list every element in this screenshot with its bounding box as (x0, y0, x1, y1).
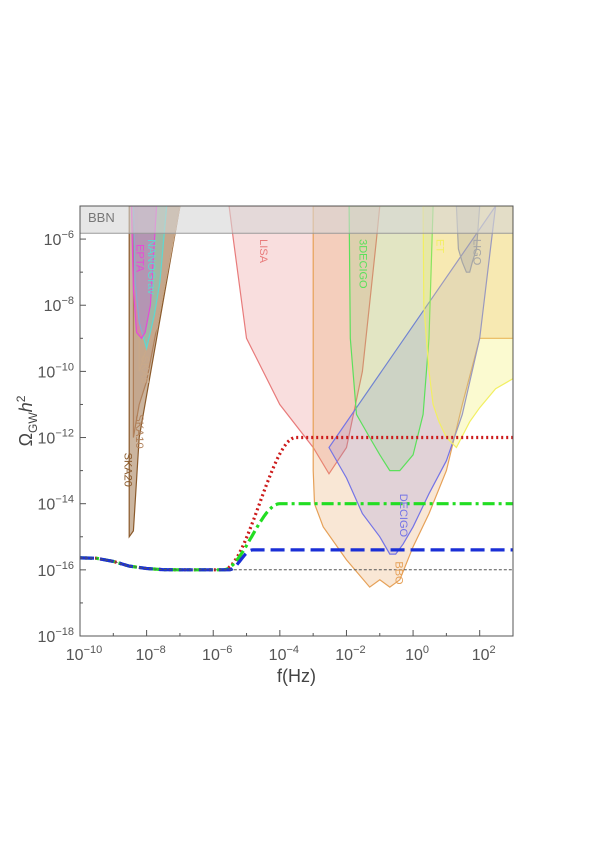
region-decigo (328, 206, 497, 555)
region-bbo (312, 206, 513, 588)
plot-frame (79, 205, 514, 637)
region-et (422, 206, 513, 449)
x-tick-label: 102 (472, 644, 496, 664)
region-label-ska20: SKA20 (122, 453, 134, 487)
region-label-ligo: LIGO (471, 239, 483, 266)
axes: 10−10 10−8 10−6 10−4 10−2 100 102 10−6 10−8 10−10… (38, 205, 514, 664)
y-tick-label: 10−12 (38, 428, 74, 448)
x-tick-label: 10−4 (269, 644, 299, 664)
y-tick-label: 10−18 (38, 626, 74, 646)
region-label-bbo: BBO (393, 561, 405, 585)
x-tick-label: 100 (405, 644, 429, 664)
y-tick-label: 10−10 (38, 361, 74, 381)
sensitivity-regions (128, 206, 513, 588)
region-label-et: ET (433, 239, 445, 253)
x-tick-label: 10−8 (135, 644, 165, 664)
region-label-epta: EPTA (134, 244, 146, 273)
gw-spectrum-curve-3 (80, 548, 513, 572)
x-tick-label: 10−2 (335, 644, 365, 664)
gw-spectrum-curve-2 (80, 502, 513, 572)
x-tick-label: 10−10 (66, 644, 102, 664)
axis-titles: f(Hz) ΩGWh2 (14, 395, 316, 686)
y-tick-label: 10−6 (44, 229, 74, 249)
y-tick-label: 10−16 (38, 560, 74, 580)
x-axis-title: f(Hz) (277, 666, 316, 686)
region-label-decigo: DECIGO (397, 494, 409, 538)
x-tick-label: 10−6 (202, 644, 232, 664)
y-tick-label: 10−14 (38, 494, 74, 514)
region-label-ska5: SKA5 (138, 356, 150, 384)
region-label-nanograv: NANOGrav (145, 239, 157, 295)
gw-spectrum-curve-4 (80, 557, 513, 571)
y-tick-label: 10−8 (44, 295, 74, 315)
region-ska20 (128, 206, 181, 539)
region-label-lisa: LISA (257, 239, 269, 264)
region-3decigo (348, 206, 434, 472)
gw-spectrum-curves (80, 435, 513, 572)
region-label-ska10: SKA10 (133, 414, 145, 448)
region-label-3decigo: 3DECIGO (357, 239, 369, 289)
bbn-label: BBN (88, 210, 115, 225)
y-axis-title: ΩGWh2 (14, 395, 40, 446)
gw-spectrum-curve-1 (80, 435, 513, 572)
bbn-region (80, 206, 513, 234)
bbn-band: BBN (80, 206, 513, 234)
